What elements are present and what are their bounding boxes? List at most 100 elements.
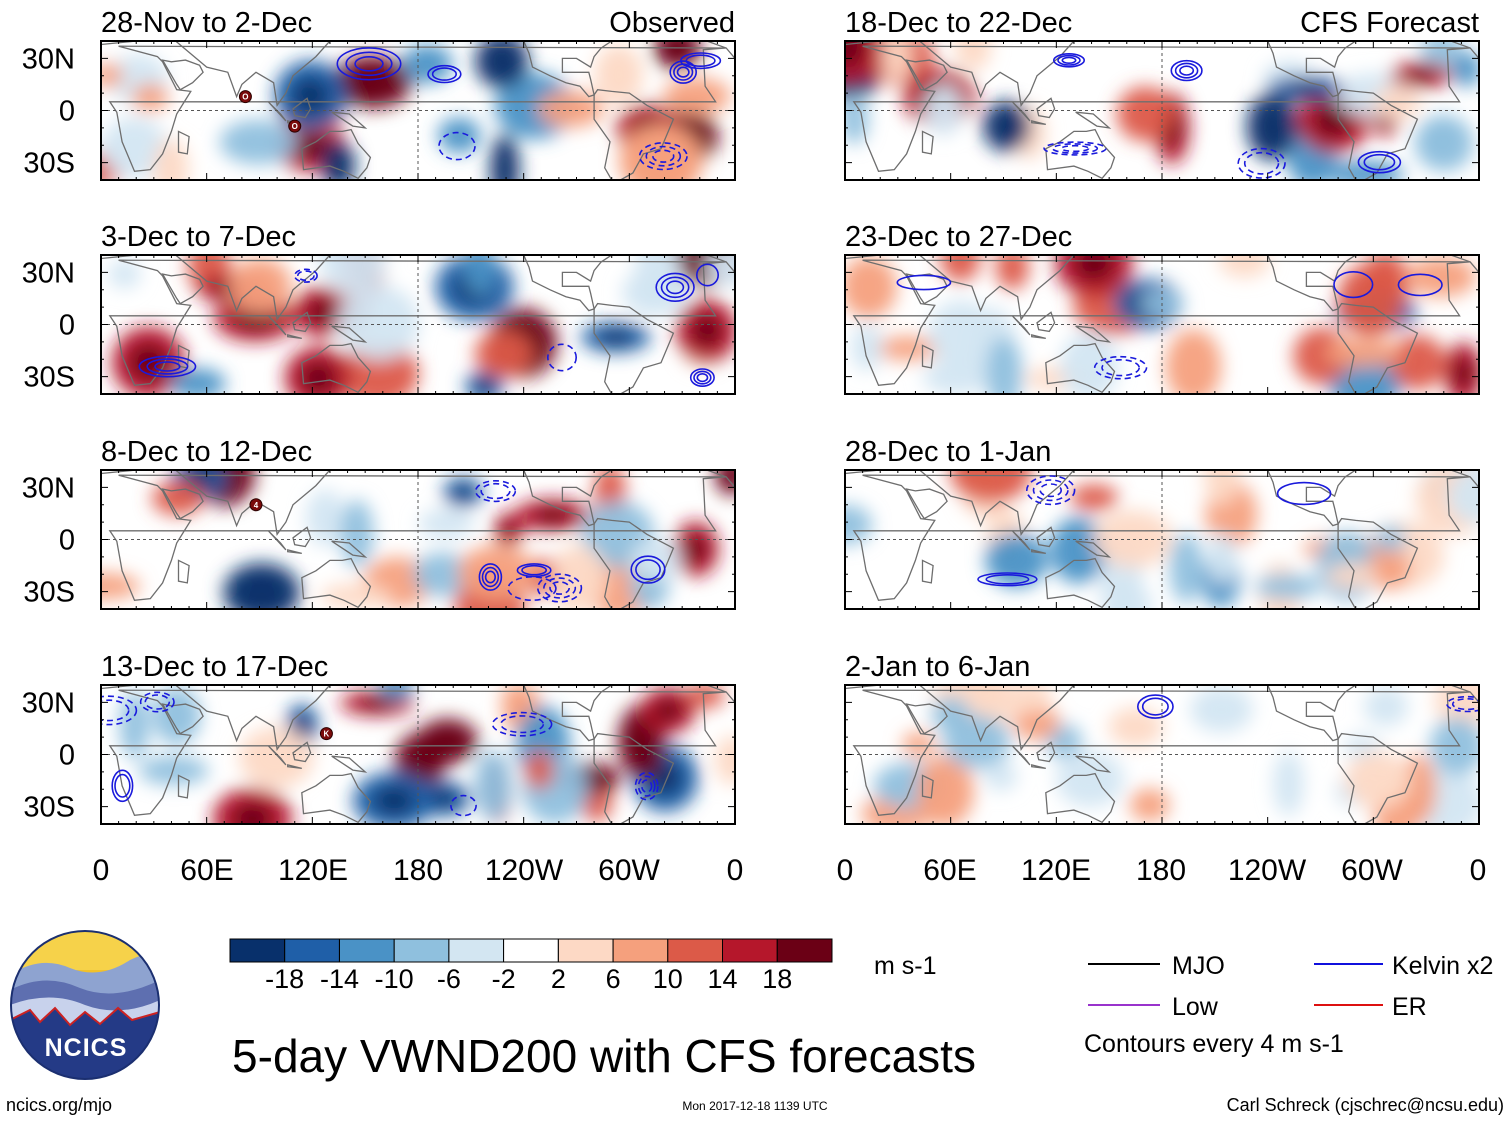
- colorbar-swatch: [284, 938, 340, 963]
- map-panel: 28-Dec to 1-Jan: [844, 436, 1480, 610]
- x-tick-label: 120E: [1021, 854, 1091, 887]
- tick-marks: [844, 469, 1480, 610]
- y-tick-label: 30N: [22, 43, 75, 75]
- colorbar-tick-label: -10: [375, 964, 414, 994]
- colorbar-tick-label: 14: [707, 964, 737, 994]
- kelvin-contours: [336, 47, 722, 171]
- wind-anomaly-field: [101, 685, 735, 824]
- kelvin-contours: [896, 271, 1443, 380]
- y-tick-label: 30N: [22, 257, 75, 289]
- tick-marks: [100, 40, 736, 181]
- tick-marks: [100, 469, 736, 610]
- svg-text:4: 4: [254, 501, 259, 510]
- colorbar-tick-label: -6: [437, 964, 461, 994]
- coastlines: [101, 41, 735, 180]
- legend-label-er: ER: [1392, 993, 1427, 1021]
- storm-marker: O: [238, 90, 252, 104]
- x-tick-label: 0: [93, 854, 110, 887]
- kelvin-contours: [1043, 52, 1402, 179]
- x-tick-label: 180: [393, 854, 443, 887]
- tick-marks: [844, 40, 1480, 181]
- storm-marker: O: [288, 119, 302, 133]
- y-tick-label: 30S: [23, 148, 75, 180]
- legend-label-mjo: MJO: [1172, 952, 1225, 980]
- y-tick-label: 0: [59, 740, 75, 772]
- column-label: CFS Forecast: [1300, 7, 1479, 39]
- y-tick-label: 30S: [23, 792, 75, 824]
- colorbar-swatch: [448, 938, 505, 963]
- coastlines: [845, 255, 1479, 394]
- legend: MJO Kelvin x2 Low ER Contours every 4 m …: [1084, 952, 1493, 1058]
- colorbar-swatch: [393, 938, 450, 963]
- x-axis-right: 0 60E 120E 180 120W 60W 0: [837, 854, 1487, 887]
- x-tick-label: 120W: [1228, 854, 1307, 887]
- colorbar-tick-label: 10: [653, 964, 683, 994]
- coastlines: [101, 685, 735, 824]
- x-tick-label: 0: [1470, 854, 1487, 887]
- colorbar-swatch: [557, 938, 614, 963]
- svg-text:O: O: [242, 93, 248, 102]
- kelvin-contours: [977, 475, 1332, 587]
- colorbar-swatch: [776, 938, 833, 963]
- y-tick-label: 0: [59, 525, 75, 557]
- colorbar-swatch: [667, 938, 723, 963]
- colorbar-swatch: [229, 938, 286, 963]
- wind-anomaly-field: [845, 685, 1479, 824]
- panel-period-label: 28-Nov to 2-Dec: [101, 7, 312, 39]
- wind-anomaly-field: [101, 255, 735, 394]
- footer-url: ncics.org/mjo: [6, 1095, 112, 1115]
- legend-note: Contours every 4 m s-1: [1084, 1030, 1344, 1058]
- panel-period-label: 28-Dec to 1-Jan: [845, 436, 1051, 468]
- coastlines: [845, 470, 1479, 609]
- tick-marks: [844, 684, 1480, 825]
- y-tick-label: 0: [59, 96, 75, 128]
- y-tick-label: 30N: [22, 472, 75, 504]
- colorbar-swatch: [612, 938, 669, 963]
- kelvin-contours: [138, 263, 719, 388]
- colorbar-swatch: [722, 938, 778, 963]
- panel-period-label: 18-Dec to 22-Dec: [845, 7, 1072, 39]
- colorbar-tick-label: -18: [265, 964, 304, 994]
- kelvin-contours: [474, 480, 666, 603]
- colorbar-unit: m s-1: [874, 952, 937, 980]
- x-tick-label: 180: [1136, 854, 1186, 887]
- x-tick-label: 120W: [485, 854, 564, 887]
- panel-period-label: 3-Dec to 7-Dec: [101, 221, 296, 253]
- colorbar-tick-label: -2: [492, 964, 516, 994]
- x-tick-label: 60W: [598, 854, 660, 887]
- y-tick-label: 30S: [23, 362, 75, 394]
- panel-period-label: 13-Dec to 17-Dec: [101, 651, 328, 683]
- x-tick-label: 120E: [278, 854, 348, 887]
- x-tick-label: 60E: [180, 854, 233, 887]
- footer-timestamp: Mon 2017-12-18 1139 UTC: [682, 1099, 828, 1113]
- colorbar-swatch: [503, 938, 559, 963]
- colorbar-tick-label: 2: [551, 964, 566, 994]
- map-panel: 3-Dec to 7-Dec 30N 0 30S: [22, 221, 736, 395]
- logo-text: NCICS: [45, 1034, 128, 1062]
- colorbar-swatch: [339, 938, 395, 963]
- map-panel: K 13-Dec to 17-Dec 30N 0 30S: [22, 651, 736, 825]
- map-panel: 18-Dec to 22-Dec CFS Forecast: [844, 7, 1480, 181]
- coastlines: [845, 685, 1479, 824]
- panel-period-label: 8-Dec to 12-Dec: [101, 436, 312, 468]
- colorbar: -18 -14 -10 -6 -2 2 6 10 14 18: [229, 938, 833, 994]
- x-axis-left: 0 60E 120E 180 120W 60W 0: [93, 854, 744, 887]
- footer-credit: Carl Schreck (cjschrec@ncsu.edu): [1227, 1095, 1504, 1115]
- colorbar-tick-label: 6: [606, 964, 621, 994]
- y-tick-label: 30S: [23, 577, 75, 609]
- y-tick-label: 0: [59, 310, 75, 342]
- map-panel: 23-Dec to 27-Dec: [844, 221, 1480, 395]
- kelvin-contours: [1137, 694, 1479, 719]
- panel-period-label: 23-Dec to 27-Dec: [845, 221, 1072, 253]
- figure-title: 5-day VWND200 with CFS forecasts: [232, 1030, 976, 1082]
- colorbar-tick-label: 18: [762, 964, 792, 994]
- x-tick-label: 0: [727, 854, 744, 887]
- column-label: Observed: [609, 7, 735, 39]
- svg-text:K: K: [324, 730, 330, 739]
- storm-marker: 4: [249, 498, 263, 512]
- kelvin-contours: [101, 691, 659, 817]
- x-tick-label: 60E: [923, 854, 976, 887]
- tick-marks: [100, 684, 736, 825]
